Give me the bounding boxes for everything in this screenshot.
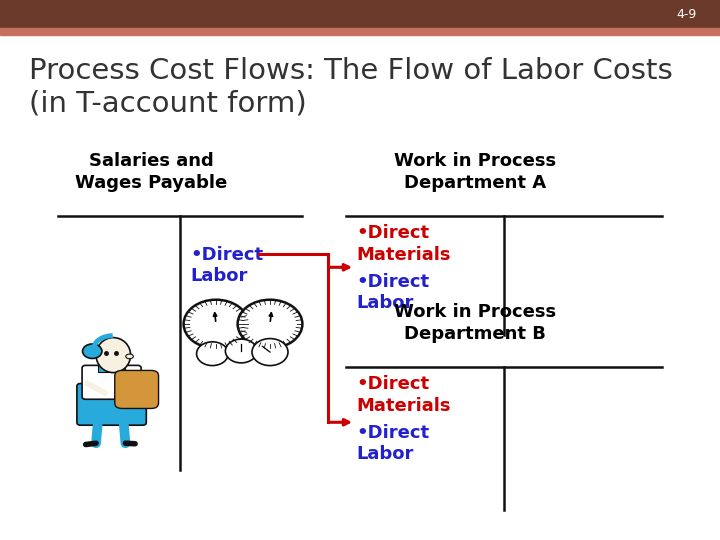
Text: Salaries and
Wages Payable: Salaries and Wages Payable <box>75 152 228 192</box>
FancyBboxPatch shape <box>77 383 146 425</box>
Circle shape <box>252 339 288 366</box>
Text: 4-9: 4-9 <box>676 8 696 21</box>
Text: (in T-account form): (in T-account form) <box>29 89 307 117</box>
Text: •Direct
Labor: •Direct Labor <box>356 424 430 463</box>
Circle shape <box>184 300 248 348</box>
Circle shape <box>197 342 228 366</box>
Text: •Direct
Labor: •Direct Labor <box>191 246 264 285</box>
Text: Process Cost Flows: The Flow of Labor Costs: Process Cost Flows: The Flow of Labor Co… <box>29 57 672 85</box>
Bar <box>0 0 720 28</box>
FancyBboxPatch shape <box>98 366 125 372</box>
Text: •Direct
Materials: •Direct Materials <box>356 375 451 415</box>
Circle shape <box>83 344 102 359</box>
FancyBboxPatch shape <box>82 366 141 399</box>
Bar <box>0 28 720 35</box>
Circle shape <box>238 300 302 348</box>
Text: •Direct
Materials: •Direct Materials <box>356 224 451 264</box>
Text: Work in Process
Department B: Work in Process Department B <box>394 303 557 343</box>
Ellipse shape <box>96 338 130 373</box>
Text: Work in Process
Department A: Work in Process Department A <box>394 152 557 192</box>
Ellipse shape <box>126 354 133 359</box>
Circle shape <box>225 339 257 363</box>
FancyBboxPatch shape <box>114 370 158 408</box>
Text: •Direct
Labor: •Direct Labor <box>356 273 430 312</box>
